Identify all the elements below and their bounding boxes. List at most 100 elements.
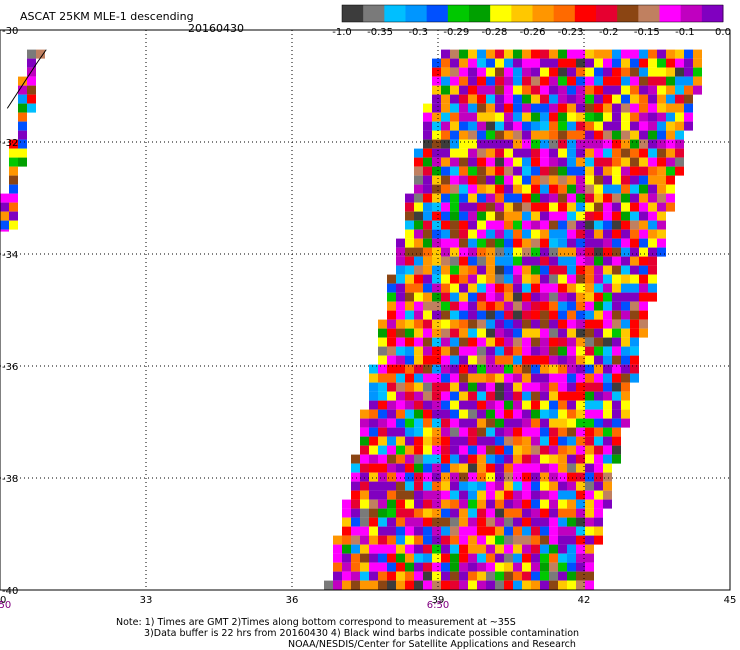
data-cell	[522, 490, 531, 500]
data-cell	[396, 247, 405, 257]
data-cell	[396, 508, 405, 518]
data-cell	[585, 499, 594, 509]
data-cell	[423, 283, 432, 293]
data-cell	[522, 499, 531, 509]
data-cell	[522, 508, 531, 518]
data-cell	[423, 364, 432, 374]
data-cell	[603, 121, 612, 131]
colorbar-swatch	[596, 5, 618, 22]
data-cell	[441, 283, 450, 293]
data-cell	[432, 148, 441, 158]
data-cell	[450, 490, 459, 500]
data-cell	[369, 382, 378, 392]
data-cell	[450, 580, 459, 590]
data-cell	[540, 175, 549, 185]
data-cell	[369, 517, 378, 527]
data-cell	[540, 364, 549, 374]
data-cell	[387, 400, 396, 410]
data-cell	[450, 247, 459, 257]
data-cell	[594, 355, 603, 365]
data-cell	[486, 112, 495, 122]
data-cell	[531, 571, 540, 581]
data-cell	[558, 553, 567, 563]
data-cell	[504, 328, 513, 338]
data-cell	[441, 319, 450, 329]
data-cell	[405, 346, 414, 356]
data-cell	[423, 112, 432, 122]
data-cell	[18, 121, 27, 131]
data-cell	[414, 292, 423, 302]
data-cell	[648, 175, 657, 185]
data-cell	[540, 121, 549, 131]
data-cell	[549, 553, 558, 563]
data-cell	[468, 301, 477, 311]
data-cell	[612, 76, 621, 86]
data-cell	[657, 193, 666, 203]
data-cell	[657, 67, 666, 77]
data-cell	[603, 328, 612, 338]
data-cell	[450, 391, 459, 401]
data-cell	[432, 166, 441, 176]
data-cell	[486, 445, 495, 455]
data-cell	[477, 211, 486, 221]
data-cell	[558, 157, 567, 167]
data-cell	[585, 481, 594, 491]
data-cell	[441, 76, 450, 86]
data-cell	[648, 49, 657, 59]
colorbar-swatch	[426, 5, 449, 22]
data-cell	[558, 148, 567, 158]
data-cell	[513, 409, 522, 419]
data-cell	[594, 238, 603, 248]
data-cell	[531, 220, 540, 230]
data-cell	[405, 337, 414, 347]
data-cell	[432, 220, 441, 230]
data-cell	[486, 535, 495, 545]
data-cell	[405, 220, 414, 230]
data-cell	[558, 103, 567, 113]
data-cell	[9, 139, 18, 149]
data-cell	[468, 319, 477, 329]
data-cell	[387, 292, 396, 302]
data-cell	[576, 148, 585, 158]
data-cell	[585, 94, 594, 104]
data-cell	[459, 85, 468, 95]
data-cell	[477, 85, 486, 95]
data-cell	[639, 76, 648, 86]
data-cell	[684, 49, 693, 59]
data-cell	[531, 94, 540, 104]
data-cell	[531, 175, 540, 185]
data-cell	[522, 283, 531, 293]
data-cell	[531, 202, 540, 212]
data-cell	[576, 175, 585, 185]
data-cell	[558, 580, 567, 590]
data-cell	[531, 391, 540, 401]
data-cell	[549, 58, 558, 68]
data-cell	[513, 364, 522, 374]
data-cell	[630, 301, 639, 311]
data-cell	[378, 517, 387, 527]
data-cell	[504, 454, 513, 464]
data-cell	[414, 328, 423, 338]
data-cell	[477, 220, 486, 230]
data-cell	[684, 94, 693, 104]
data-cell	[594, 418, 603, 428]
data-cell	[414, 211, 423, 221]
data-cell	[603, 58, 612, 68]
data-cell	[504, 175, 513, 185]
data-cell	[396, 355, 405, 365]
data-cell	[540, 184, 549, 194]
data-cell	[486, 508, 495, 518]
data-cell	[630, 202, 639, 212]
data-cell	[360, 445, 369, 455]
data-cell	[531, 337, 540, 347]
data-cell	[513, 355, 522, 365]
data-cell	[495, 292, 504, 302]
data-cell	[522, 337, 531, 347]
data-cell	[540, 103, 549, 113]
data-cell	[450, 418, 459, 428]
data-cell	[459, 310, 468, 320]
data-cell	[522, 292, 531, 302]
data-cell	[405, 274, 414, 284]
data-cell	[594, 427, 603, 437]
data-cell	[486, 283, 495, 293]
